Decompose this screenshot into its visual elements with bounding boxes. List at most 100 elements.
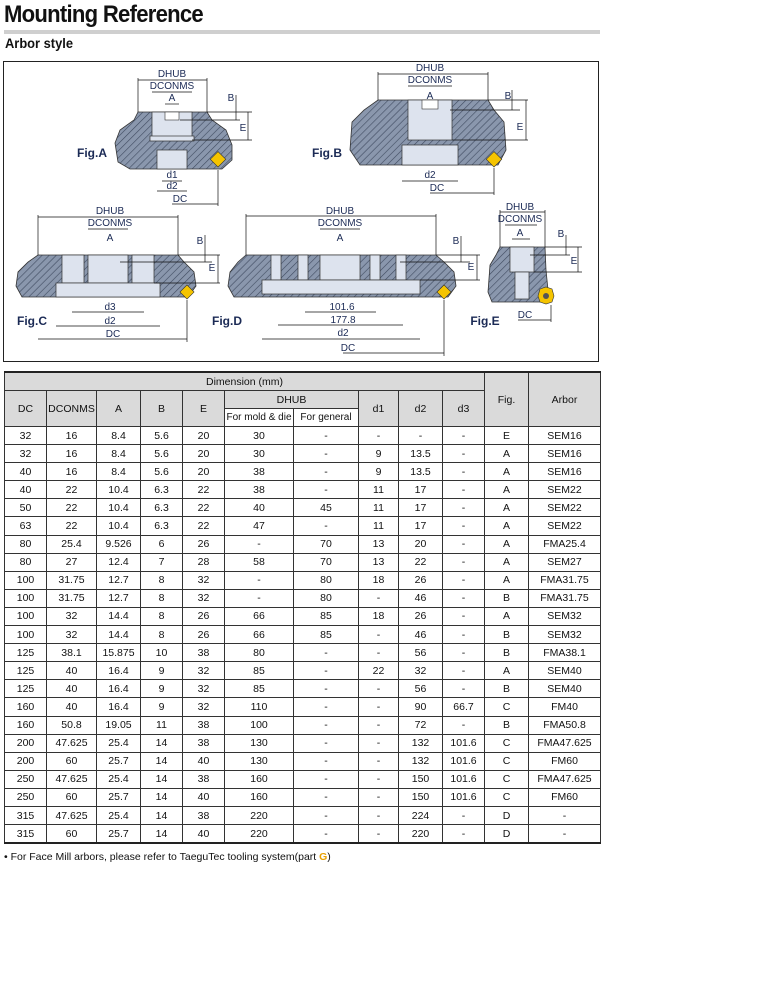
table-cell: 100 xyxy=(224,715,294,735)
table-cell: 18 xyxy=(358,606,399,627)
table-row: 63 22 10.4 6.3 22 47-11 17- A SEM22 xyxy=(4,516,601,536)
table-cell: 14 xyxy=(140,824,183,844)
table-cell: 60 xyxy=(46,751,97,771)
table-cell: 56 xyxy=(398,679,443,699)
table-cell: A xyxy=(484,661,529,681)
table-cell: 17 xyxy=(398,498,443,518)
table-cell: A xyxy=(484,534,529,554)
table-cell: 8 xyxy=(140,570,183,590)
header-d2: d2 xyxy=(398,390,443,427)
table-row: 250 47.625 25.4 14 38 160- -150 101.6 C FMA47.625 xyxy=(4,769,601,789)
table-cell: C xyxy=(484,751,529,771)
table-cell: 20 xyxy=(182,462,225,482)
header-d1: d1 xyxy=(358,390,399,427)
table-cell: 40 xyxy=(182,787,225,807)
table-cell: 25.7 xyxy=(96,824,141,844)
table-cell: 6.3 xyxy=(140,480,183,500)
table-cell: 32 xyxy=(182,661,225,681)
table-row: 32 16 8.4 5.6 20 30-9 13.5- A SEM16 xyxy=(4,444,601,464)
table-cell: 40 xyxy=(46,679,97,699)
table-cell: 16 xyxy=(46,462,97,482)
table-cell: 13.5 xyxy=(398,444,443,464)
dim-b: B xyxy=(228,93,235,104)
figure-b: DHUB DCONMS A B E d2 DC Fig.B xyxy=(312,63,528,195)
dimension-table: Dimension (mm) Fig. Arbor DC DCONMS A B … xyxy=(4,371,601,845)
dim-dhub: DHUB xyxy=(158,69,187,80)
table-cell: 9 xyxy=(140,697,183,717)
table-cell: 40 xyxy=(46,661,97,681)
table-cell: 12.7 xyxy=(96,588,141,608)
dim-dconms: DCONMS xyxy=(88,218,133,229)
table-row: 80 25.4 9.526 6 26-70 13 20- A FMA25.4 xyxy=(4,534,601,554)
table-row: 100 31.75 12.7 8 32-80-46- B FMA31.75 xyxy=(4,588,601,608)
table-cell: C xyxy=(484,697,529,717)
dim-b: B xyxy=(558,229,565,240)
table-cell: 11 xyxy=(358,498,399,518)
header-e: E xyxy=(182,390,225,427)
table-cell: - xyxy=(293,715,359,735)
table-cell: 32 xyxy=(182,570,225,590)
table-cell: 22 xyxy=(46,498,97,518)
table-cell: - xyxy=(442,425,485,446)
table-cell: 200 xyxy=(4,733,47,753)
dim-dconms: DCONMS xyxy=(498,214,543,225)
dim-e: E xyxy=(571,256,578,267)
table-cell: - xyxy=(442,462,485,482)
table-cell: SEM22 xyxy=(528,498,601,518)
table-cell: 66 xyxy=(224,606,294,627)
table-cell: 16.4 xyxy=(96,697,141,717)
table-cell: A xyxy=(484,570,529,590)
header-dc: DC xyxy=(4,390,47,427)
table-cell: 80 xyxy=(293,588,359,608)
table-cell: - xyxy=(293,444,359,464)
header-arbor: Arbor xyxy=(528,371,601,427)
table-cell: 32 xyxy=(398,661,443,681)
table-cell: 40 xyxy=(182,824,225,844)
table-cell: 160 xyxy=(224,769,294,789)
dim-d3: d3 xyxy=(104,302,116,313)
table-cell: 85 xyxy=(293,625,359,645)
table-cell: SEM27 xyxy=(528,552,601,572)
section-subtitle: Arbor style xyxy=(5,35,74,51)
table-cell: 47.625 xyxy=(46,769,97,789)
table-cell: 19.05 xyxy=(96,715,141,735)
table-cell: 14 xyxy=(140,805,183,826)
table-cell: 13.5 xyxy=(398,462,443,482)
table-cell: 14 xyxy=(140,733,183,753)
dim-a: A xyxy=(107,233,114,244)
header-fig: Fig. xyxy=(484,371,529,427)
header-dhub: DHUB xyxy=(224,390,359,409)
figure-label: Fig.D xyxy=(212,314,242,328)
table-cell: - xyxy=(293,769,359,789)
table-cell: 200 xyxy=(4,751,47,771)
table-cell: 11 xyxy=(358,480,399,500)
table-cell: 6 xyxy=(140,534,183,554)
table-cell: 56 xyxy=(398,643,443,663)
table-row: 32 16 8.4 5.6 20 30- - - - E SEM16 xyxy=(4,425,601,446)
table-cell: 130 xyxy=(224,751,294,771)
table-cell: 25.4 xyxy=(96,769,141,789)
table-cell: 20 xyxy=(182,444,225,464)
footnote: • For Face Mill arbors, please refer to … xyxy=(4,851,331,863)
table-cell: - xyxy=(442,715,485,735)
part-g-link[interactable]: G xyxy=(319,851,328,863)
table-row: 40 22 10.4 6.3 22 38-11 17- A SEM22 xyxy=(4,480,601,500)
table-cell: 20 xyxy=(398,534,443,554)
table-cell: 25.4 xyxy=(96,805,141,826)
table-cell: 16 xyxy=(46,425,97,446)
table-cell: FM60 xyxy=(528,751,601,771)
table-cell: - xyxy=(442,588,485,608)
table-cell: 25.7 xyxy=(96,751,141,771)
table-cell: 220 xyxy=(398,824,443,844)
table-cell: - xyxy=(358,588,399,608)
table-cell: 32 xyxy=(4,444,47,464)
table-cell: B xyxy=(484,715,529,735)
table-cell: - xyxy=(442,534,485,554)
table-cell: - xyxy=(358,769,399,789)
table-cell: 10 xyxy=(140,643,183,663)
table-cell: 72 xyxy=(398,715,443,735)
table-cell: 22 xyxy=(182,498,225,518)
table-cell: 32 xyxy=(182,679,225,699)
table-cell: 125 xyxy=(4,679,47,699)
dim-dc: DC xyxy=(518,310,532,321)
